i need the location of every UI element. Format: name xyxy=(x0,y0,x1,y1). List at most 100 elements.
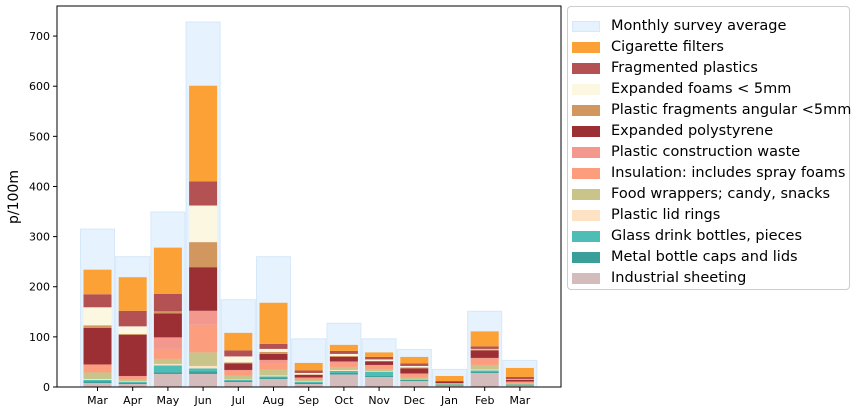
y-tick-label: 500 xyxy=(29,130,50,143)
bar-segment xyxy=(400,374,429,378)
bar-segment xyxy=(259,302,288,344)
x-tick-label: Jun xyxy=(194,394,212,407)
bar-segment xyxy=(189,365,218,369)
y-tick-label: 600 xyxy=(29,80,50,93)
bar-segment xyxy=(435,385,464,387)
bar-segment xyxy=(400,365,429,368)
bar-segment xyxy=(189,310,218,325)
legend-item: Expanded polystyrene xyxy=(572,121,773,141)
bar-segment xyxy=(435,383,464,384)
legend-swatch xyxy=(572,209,600,221)
bar-segment xyxy=(365,360,394,362)
bar-segment xyxy=(470,364,499,370)
legend-item: Plastic construction waste xyxy=(572,142,800,162)
bar-segment xyxy=(470,357,499,359)
bar-segment xyxy=(470,370,499,372)
bar-segment xyxy=(329,361,358,363)
legend-label: Insulation: includes spray foams xyxy=(611,165,846,181)
bar-segment xyxy=(189,368,218,372)
bar-segment xyxy=(224,379,253,380)
bar-segment xyxy=(189,181,218,206)
legend-label: Industrial sheeting xyxy=(611,270,747,286)
bar-segment xyxy=(118,334,147,376)
bar-segment xyxy=(505,367,534,377)
bar-segment xyxy=(400,356,429,364)
legend-label: Expanded foams < 5mm xyxy=(611,81,792,97)
bar-segment xyxy=(224,375,253,380)
bar-segment xyxy=(505,385,534,387)
bar-segment xyxy=(365,371,394,376)
bar-segment xyxy=(294,381,323,382)
bar-segment xyxy=(189,267,218,311)
bar-segment xyxy=(153,293,182,312)
bar-segment xyxy=(294,378,323,380)
bar-segment xyxy=(505,381,534,382)
legend-item: Plastic fragments angular <5mm xyxy=(572,100,851,120)
bar-segment xyxy=(400,380,429,387)
y-tick-label: 0 xyxy=(43,381,50,394)
x-tick-label: May xyxy=(157,394,180,407)
legend-swatch xyxy=(572,83,600,95)
bar-segment xyxy=(259,369,288,376)
axis-layer: 0 100 200 300 400 500 600 700 Mar Apr May Jun Jul Aug… xyxy=(29,30,531,407)
bar-segment xyxy=(153,373,182,387)
bar-segment xyxy=(83,364,112,366)
bar-segment xyxy=(470,331,499,347)
x-tick-label: Dec xyxy=(404,394,425,407)
bar-segment xyxy=(224,380,253,382)
bar-segment xyxy=(224,379,253,381)
bar-segment xyxy=(259,353,288,360)
x-tick-label: Jan xyxy=(440,394,458,407)
bar-segment xyxy=(329,356,358,362)
bar-segment xyxy=(365,365,394,369)
bar-segment xyxy=(259,363,288,370)
bar-segment xyxy=(259,375,288,377)
bar-segment xyxy=(470,348,499,350)
bar-segment xyxy=(153,337,182,349)
bar-segment xyxy=(294,374,323,378)
bar-segment xyxy=(83,372,112,379)
y-tick-label: 400 xyxy=(29,180,50,193)
bar-segment xyxy=(224,371,253,376)
bar-segment xyxy=(294,381,323,383)
bar-segment xyxy=(118,381,147,382)
bar-segment xyxy=(400,378,429,380)
legend-swatch xyxy=(572,125,600,137)
legend-label: Monthly survey average xyxy=(611,18,787,34)
legend-label: Cigarette filters xyxy=(611,39,724,55)
bar-segment xyxy=(365,364,394,366)
bar-segment xyxy=(365,368,394,372)
bar-segment xyxy=(153,311,182,314)
bar-segment xyxy=(83,379,112,382)
bar-segment xyxy=(118,376,147,380)
x-tick-label: Nov xyxy=(368,394,390,407)
bar-segment xyxy=(329,353,358,356)
bar-segment xyxy=(294,372,323,375)
legend-label: Plastic construction waste xyxy=(611,144,801,160)
bar-segment xyxy=(153,372,182,374)
x-tick-label: Jul xyxy=(231,394,245,407)
bar-segment xyxy=(435,381,464,383)
legend-item: Plastic lid rings xyxy=(572,205,720,225)
bar-segment xyxy=(153,363,182,366)
bar-segment xyxy=(118,383,147,387)
bar-segment xyxy=(118,333,147,335)
bar-segment xyxy=(400,363,429,366)
legend-label: Metal bottle caps and lids xyxy=(611,249,798,265)
bar-segment xyxy=(189,371,218,374)
x-tick-label: Mar xyxy=(510,394,531,407)
bar-segment xyxy=(118,277,147,311)
bar-segment xyxy=(153,348,182,359)
bar-segment xyxy=(153,247,182,294)
bar-segment xyxy=(259,377,288,379)
bar-segment xyxy=(400,367,429,369)
bar-segment xyxy=(470,350,499,358)
legend-label: Glass drink bottles, pieces xyxy=(611,228,803,244)
legend-item: Monthly survey average xyxy=(572,16,786,36)
legend-item: Glass drink bottles, pieces xyxy=(572,226,802,246)
bar-segment xyxy=(294,377,323,379)
bar-segment xyxy=(365,376,394,387)
bar-segment xyxy=(329,366,358,370)
bar-segment xyxy=(400,368,429,374)
legend-swatch xyxy=(572,146,600,158)
